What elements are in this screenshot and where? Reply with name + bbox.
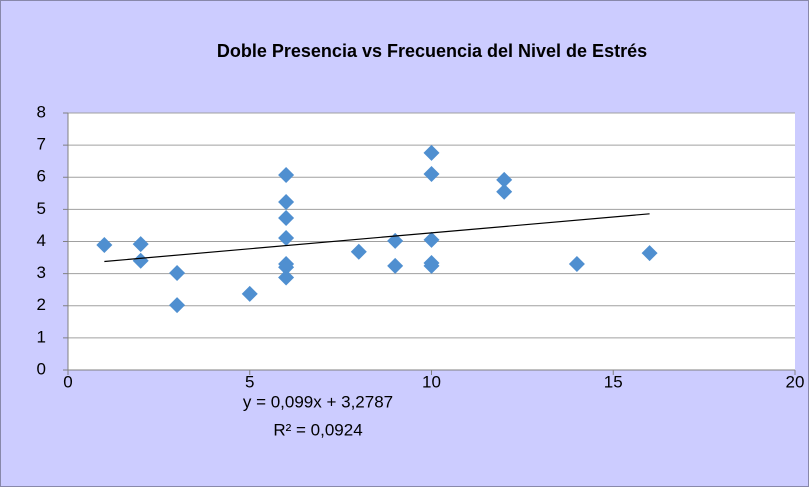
point bbox=[278, 210, 295, 227]
y-tick-label: 0 bbox=[37, 359, 46, 378]
y-tick-label: 7 bbox=[37, 135, 46, 154]
chart-title: Doble Presencia vs Frecuencia del Nivel … bbox=[217, 41, 647, 61]
y-tick-label: 6 bbox=[37, 167, 46, 186]
point bbox=[387, 257, 404, 274]
point bbox=[496, 183, 513, 200]
y-tick-label: 5 bbox=[37, 199, 46, 218]
point bbox=[423, 144, 440, 161]
y-tick-label: 3 bbox=[37, 263, 46, 282]
point bbox=[96, 237, 113, 254]
point bbox=[278, 229, 295, 246]
point bbox=[278, 269, 295, 286]
point bbox=[278, 193, 295, 210]
trendline bbox=[104, 213, 650, 263]
x-tick-label: 10 bbox=[422, 372, 441, 391]
point bbox=[241, 285, 258, 302]
x-tick-label: 5 bbox=[245, 372, 254, 391]
x-tick-label: 15 bbox=[604, 372, 623, 391]
point bbox=[423, 257, 440, 274]
point bbox=[423, 166, 440, 183]
point bbox=[496, 171, 513, 188]
y-tick-label: 4 bbox=[37, 231, 46, 250]
x-tick-label: 20 bbox=[786, 372, 805, 391]
point bbox=[641, 245, 658, 262]
point bbox=[278, 259, 295, 276]
point bbox=[169, 264, 186, 281]
point bbox=[132, 236, 149, 253]
trendline-equation: y = 0,099x + 3,2787 bbox=[243, 392, 393, 411]
point bbox=[423, 231, 440, 248]
point bbox=[568, 255, 585, 272]
trendline-r2: R² = 0,0924 bbox=[273, 420, 362, 439]
point bbox=[132, 252, 149, 269]
point bbox=[169, 297, 186, 314]
point bbox=[350, 243, 367, 260]
x-tick-label: 0 bbox=[63, 372, 72, 391]
point bbox=[278, 167, 295, 184]
y-tick-label: 1 bbox=[37, 327, 46, 346]
y-tick-label: 2 bbox=[37, 295, 46, 314]
y-tick-label: 8 bbox=[37, 102, 46, 121]
